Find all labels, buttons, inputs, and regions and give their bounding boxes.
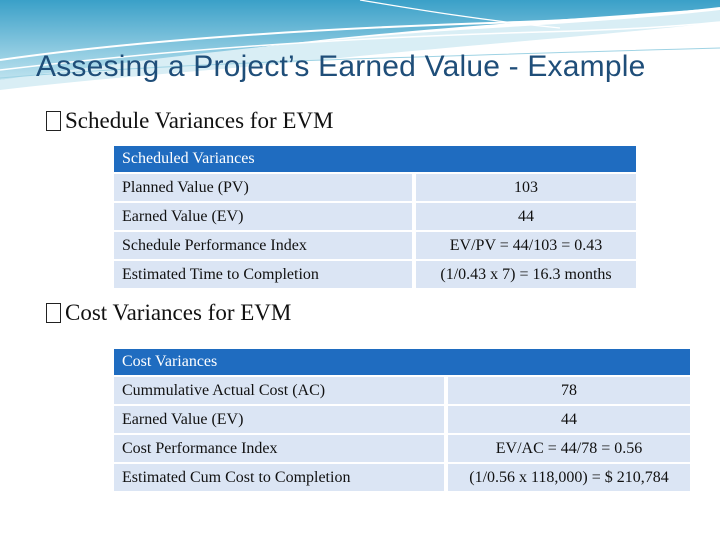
table-row: Estimated Time to Completion (1/0.43 x 7… bbox=[114, 261, 636, 288]
bullet-box-icon bbox=[46, 303, 61, 323]
cost-table-header: Cost Variances bbox=[114, 349, 690, 375]
bullet-box-icon bbox=[46, 111, 61, 131]
schedule-table-header: Scheduled Variances bbox=[114, 146, 636, 172]
row-value: EV/PV = 44/103 = 0.43 bbox=[412, 232, 636, 259]
table-row: Earned Value (EV) 44 bbox=[114, 203, 636, 230]
table-row: Planned Value (PV) 103 bbox=[114, 174, 636, 201]
table-row: Cummulative Actual Cost (AC) 78 bbox=[114, 377, 690, 404]
cost-table: Cost Variances Cummulative Actual Cost (… bbox=[114, 347, 690, 493]
schedule-heading-text: Schedule Variances for EVM bbox=[65, 108, 334, 133]
cost-heading-text: Cost Variances for EVM bbox=[65, 300, 292, 325]
row-value: (1/0.56 x 118,000) = $ 210,784 bbox=[444, 464, 690, 491]
schedule-heading: Schedule Variances for EVM bbox=[46, 108, 333, 134]
row-label: Earned Value (EV) bbox=[114, 406, 444, 433]
table-row: Estimated Cum Cost to Completion (1/0.56… bbox=[114, 464, 690, 491]
row-label: Planned Value (PV) bbox=[114, 174, 412, 201]
cost-heading: Cost Variances for EVM bbox=[46, 300, 291, 326]
row-value: 78 bbox=[444, 377, 690, 404]
table-row: Cost Performance Index EV/AC = 44/78 = 0… bbox=[114, 435, 690, 462]
row-label: Cummulative Actual Cost (AC) bbox=[114, 377, 444, 404]
row-label: Schedule Performance Index bbox=[114, 232, 412, 259]
table-row: Earned Value (EV) 44 bbox=[114, 406, 690, 433]
table-row: Schedule Performance Index EV/PV = 44/10… bbox=[114, 232, 636, 259]
row-label: Earned Value (EV) bbox=[114, 203, 412, 230]
schedule-table: Scheduled Variances Planned Value (PV) 1… bbox=[114, 144, 636, 290]
row-value: 103 bbox=[412, 174, 636, 201]
row-value: (1/0.43 x 7) = 16.3 months bbox=[412, 261, 636, 288]
row-value: 44 bbox=[412, 203, 636, 230]
row-value: EV/AC = 44/78 = 0.56 bbox=[444, 435, 690, 462]
row-label: Estimated Time to Completion bbox=[114, 261, 412, 288]
decorative-banner bbox=[0, 0, 720, 90]
row-value: 44 bbox=[444, 406, 690, 433]
slide-title: Assesing a Project’s Earned Value - Exam… bbox=[36, 50, 646, 83]
row-label: Estimated Cum Cost to Completion bbox=[114, 464, 444, 491]
row-label: Cost Performance Index bbox=[114, 435, 444, 462]
